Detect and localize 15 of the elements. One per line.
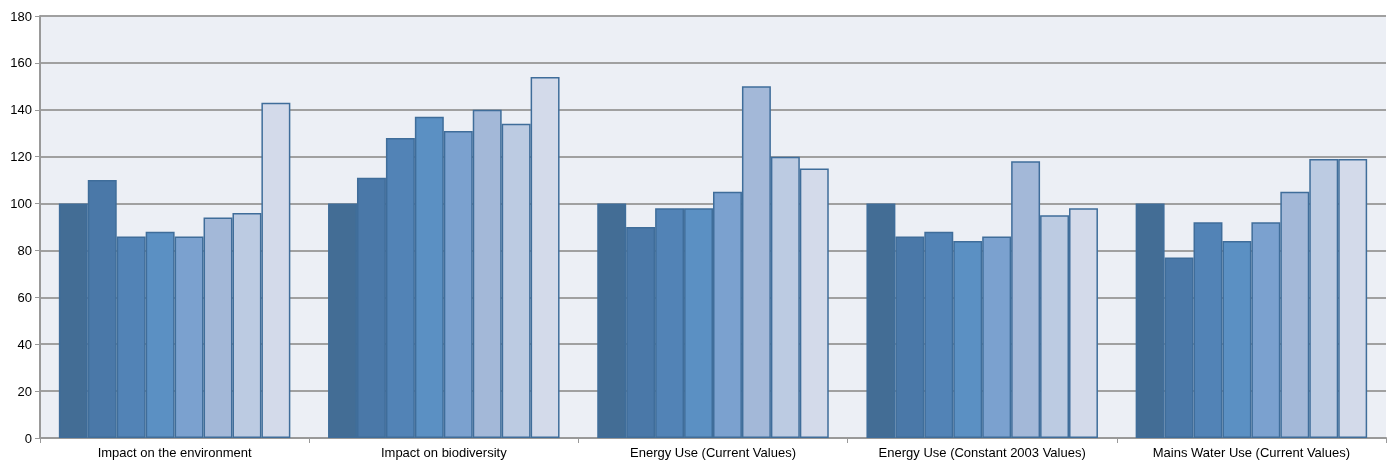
y-tick-label: 160: [10, 55, 32, 71]
y-tick-label: 140: [10, 102, 32, 118]
x-tick-label: Impact on biodiversity: [380, 445, 508, 460]
y-tick-label: 20: [17, 383, 32, 399]
y-tick-label: 0: [24, 430, 32, 446]
y-tick-label: 40: [17, 336, 32, 352]
y-tick-label: 180: [10, 8, 32, 24]
x-tick-label: Impact on the environment: [97, 445, 252, 460]
y-tick-label: 60: [17, 289, 32, 305]
x-tick-label: Energy Use (Current Values): [630, 445, 796, 460]
y-tick-label: 80: [17, 242, 32, 258]
x-tick-label: Energy Use (Constant 2003 Values): [878, 445, 1086, 460]
x-tick-label: Mains Water Use (Current Values): [1152, 445, 1351, 460]
y-tick-label: 100: [10, 196, 32, 212]
y-tick-label: 120: [10, 149, 32, 165]
